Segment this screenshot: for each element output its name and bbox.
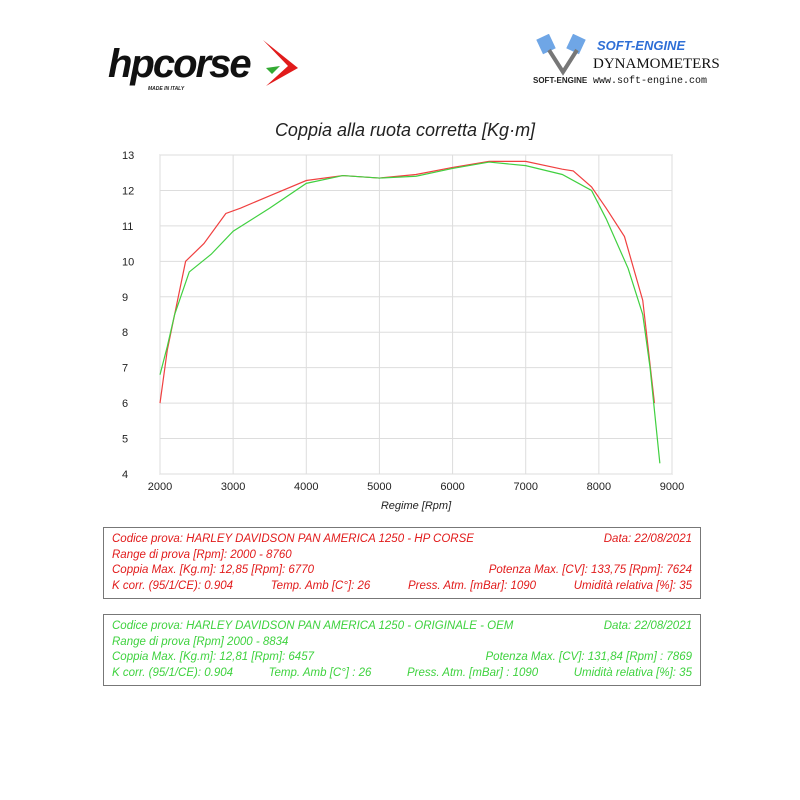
k-corr: K corr. (95/1/CE): 0.904 [112, 666, 234, 679]
soft-engine-logo: SOFT-ENGINE DYNAMOMETERS SOFT-ENGINE www… [525, 34, 720, 94]
test-code: Codice prova: HARLEY DAVIDSON PAN AMERIC… [112, 620, 514, 632]
x-axis-label: Regime [Rpm] [381, 500, 452, 512]
hpcorse-logo: hpcorse MADE IN ITALY [108, 38, 298, 94]
x-tick-label: 9000 [660, 481, 684, 493]
y-tick-label: 7 [122, 363, 128, 375]
x-tick-label: 7000 [513, 481, 537, 493]
series-line-0 [159, 160, 656, 404]
brand-url: www.soft-engine.com [593, 76, 708, 87]
pressure: Press. Atm. [mBar]: 1090 [408, 579, 537, 592]
pistons-icon [536, 34, 586, 76]
y-tick-label: 6 [122, 398, 128, 410]
y-tick-label: 12 [122, 185, 134, 197]
test-date: Data: 22/08/2021 [603, 533, 692, 545]
x-tick-label: 2000 [148, 481, 172, 493]
y-tick-label: 10 [122, 256, 134, 268]
humidity: Umidità relativa [%]: 35 [573, 579, 692, 592]
x-tick-label: 8000 [587, 481, 611, 493]
max-power: Potenza Max. [CV]: 131,84 [Rpm] : 7869 [485, 651, 692, 664]
logo-text: hpcorse [108, 42, 252, 86]
max-power: Potenza Max. [CV]: 133,75 [Rpm]: 7624 [488, 564, 692, 577]
temperature: Temp. Amb [C°] : 26 [268, 666, 372, 679]
x-tick-label: 3000 [221, 481, 245, 493]
test-range: Range di prova [Rpm]: 2000 - 8760 [112, 548, 292, 561]
y-tick-label: 13 [122, 150, 134, 162]
max-torque: Coppia Max. [Kg.m]: 12,81 [Rpm]: 6457 [112, 651, 314, 664]
series-line-1 [159, 161, 661, 464]
k-corr: K corr. (95/1/CE): 0.904 [112, 579, 234, 592]
logo-tagline: MADE IN ITALY [148, 86, 185, 92]
brand-line: DYNAMOMETERS [593, 56, 720, 72]
test-range: Range di prova [Rpm] 2000 - 8834 [112, 635, 289, 648]
x-tick-label: 4000 [294, 481, 318, 493]
y-tick-label: 11 [122, 221, 133, 233]
test-box-oem: Codice prova: HARLEY DAVIDSON PAN AMERIC… [103, 614, 701, 687]
y-tick-label: 9 [122, 292, 128, 304]
test-date: Data: 22/08/2021 [603, 620, 692, 632]
chevron-icon [263, 40, 298, 86]
y-tick-label: 4 [122, 469, 128, 481]
humidity: Umidità relativa [%]: 35 [573, 666, 692, 679]
chart-title: Coppia alla ruota corretta [Kg·m] [275, 120, 536, 140]
torque-chart: Coppia alla ruota corretta [Kg·m] 2000 300… [122, 120, 684, 512]
brand-name: SOFT-ENGINE [597, 38, 686, 53]
brand-mark: SOFT-ENGINE [533, 76, 588, 85]
test-code: Codice prova: HARLEY DAVIDSON PAN AMERIC… [112, 533, 474, 545]
plot-frame [159, 154, 673, 475]
x-tick-label: 6000 [440, 481, 464, 493]
pressure: Press. Atm. [mBar] : 1090 [406, 666, 539, 679]
y-tick-label: 5 [122, 434, 128, 446]
temperature: Temp. Amb [C°]: 26 [270, 579, 371, 592]
max-torque: Coppia Max. [Kg.m]: 12,85 [Rpm]: 6770 [112, 564, 314, 577]
y-tick-label: 8 [122, 327, 128, 339]
test-box-hpcorse: Codice prova: HARLEY DAVIDSON PAN AMERIC… [103, 527, 701, 600]
x-tick-label: 5000 [367, 481, 391, 493]
